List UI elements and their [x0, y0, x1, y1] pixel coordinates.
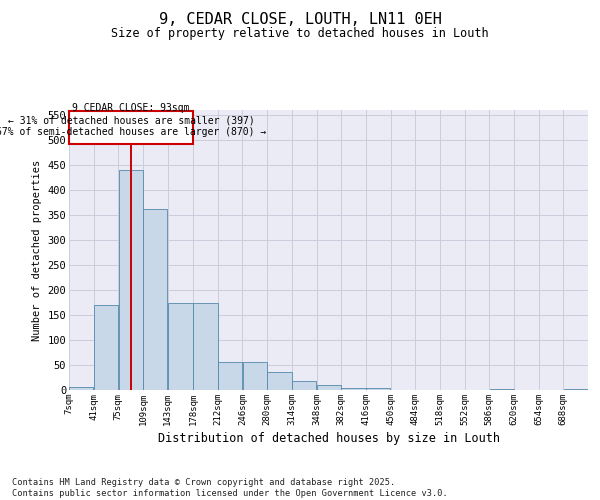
Bar [292, 380, 316, 390]
Bar [119, 170, 143, 390]
Text: 9, CEDAR CLOSE, LOUTH, LN11 0EH: 9, CEDAR CLOSE, LOUTH, LN11 0EH [158, 12, 442, 28]
Text: ← 31% of detached houses are smaller (397): ← 31% of detached houses are smaller (39… [8, 116, 254, 126]
Text: 67% of semi-detached houses are larger (870) →: 67% of semi-detached houses are larger (… [0, 128, 266, 138]
X-axis label: Distribution of detached houses by size in Louth: Distribution of detached houses by size … [157, 432, 499, 445]
Bar [563, 388, 588, 390]
Bar [341, 388, 365, 390]
Bar [366, 388, 391, 390]
Bar [218, 362, 242, 390]
Bar [490, 389, 514, 390]
Bar [94, 305, 118, 390]
Bar [143, 208, 167, 390]
Bar [317, 385, 341, 390]
Bar [168, 302, 193, 390]
Y-axis label: Number of detached properties: Number of detached properties [32, 160, 42, 340]
Text: Size of property relative to detached houses in Louth: Size of property relative to detached ho… [111, 28, 489, 40]
Bar [193, 302, 218, 390]
FancyBboxPatch shape [69, 111, 193, 144]
Bar [243, 362, 267, 390]
Text: 9 CEDAR CLOSE: 93sqm: 9 CEDAR CLOSE: 93sqm [73, 103, 190, 113]
Bar [268, 372, 292, 390]
Bar [69, 386, 94, 390]
Text: Contains HM Land Registry data © Crown copyright and database right 2025.
Contai: Contains HM Land Registry data © Crown c… [12, 478, 448, 498]
